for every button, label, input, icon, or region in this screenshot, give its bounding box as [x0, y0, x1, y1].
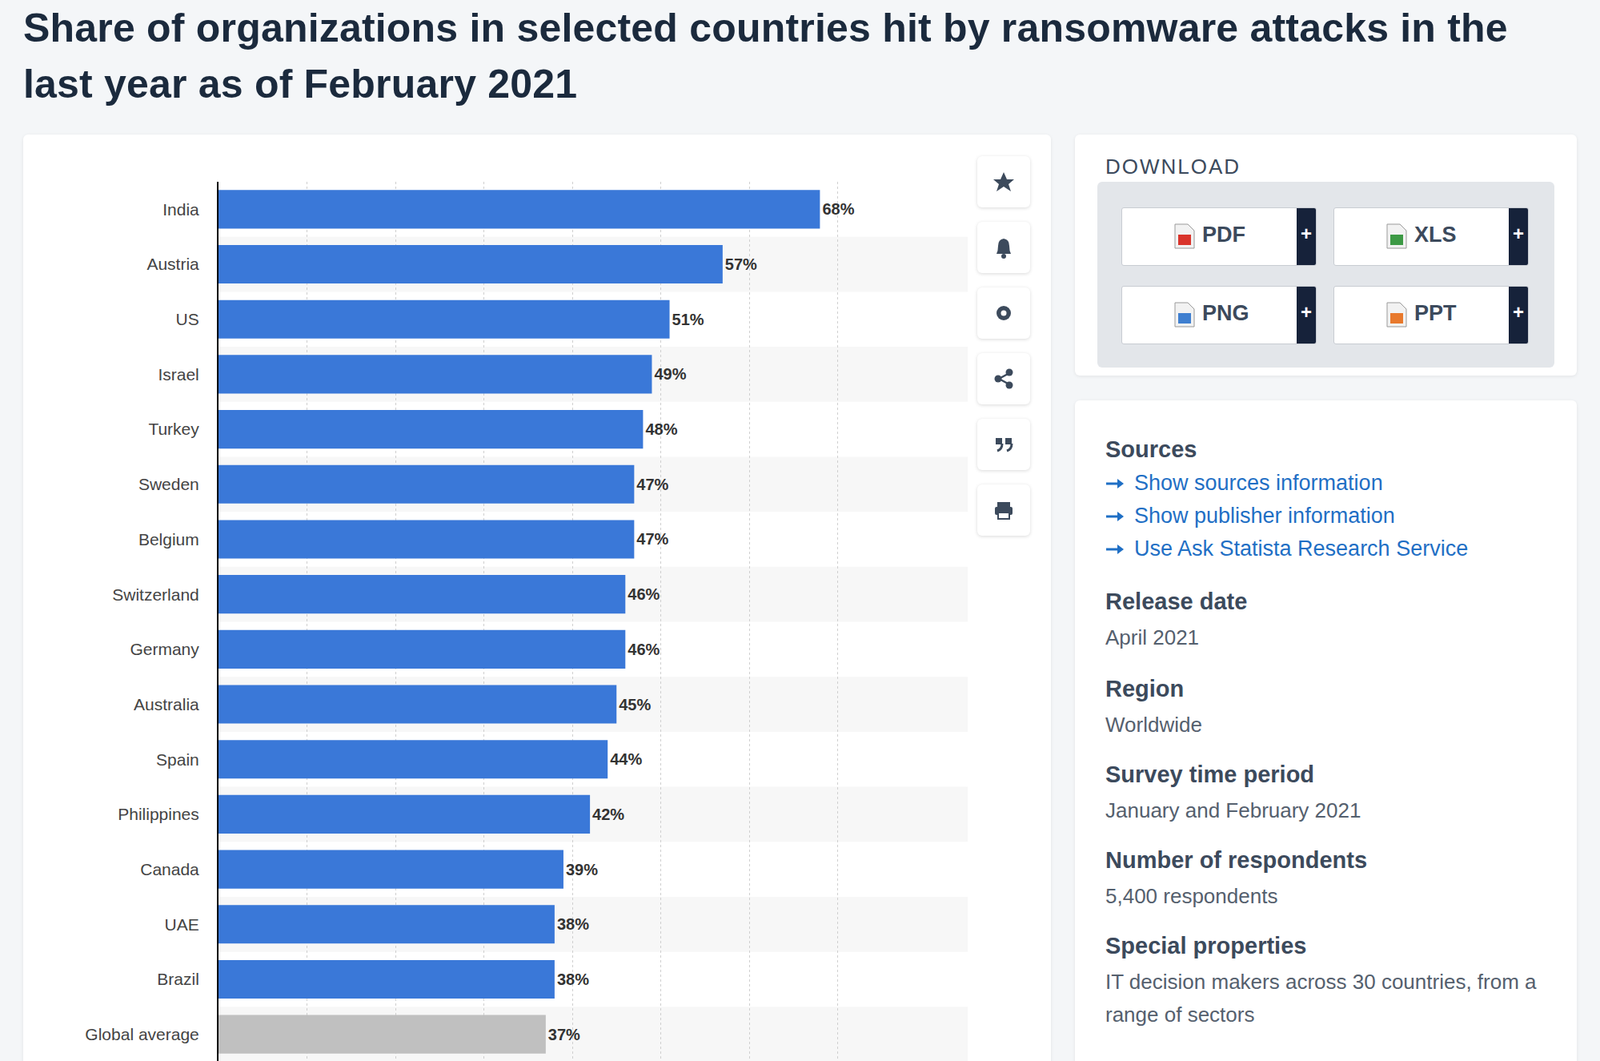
- svg-text:Australia: Australia: [133, 694, 200, 714]
- svg-text:India: India: [162, 200, 200, 219]
- svg-text:Germany: Germany: [129, 639, 200, 658]
- svg-text:46%: 46%: [627, 585, 660, 603]
- html-text:Worldwide: Worldwide: [1105, 712, 1203, 737]
- svg-text:Belgium: Belgium: [138, 529, 200, 549]
- html-text:PNG: PNG: [1202, 300, 1250, 325]
- svg-text:Canada: Canada: [140, 859, 200, 879]
- svg-text:UAE: UAE: [164, 914, 200, 934]
- html-text:XLS: XLS: [1414, 222, 1457, 247]
- svg-text:38%: 38%: [557, 970, 590, 988]
- svg-text:38%: 38%: [557, 914, 590, 933]
- svg-text:Philippines: Philippines: [117, 804, 200, 823]
- html-text:Use Ask Statista Research Serv: Use Ask Statista Research Service: [1134, 536, 1469, 561]
- svg-text:37%: 37%: [548, 1025, 581, 1043]
- html-text:January and February 2021: January and February 2021: [1105, 797, 1362, 823]
- svg-text:49%: 49%: [653, 364, 686, 383]
- svg-text:Sweden: Sweden: [138, 474, 200, 494]
- svg-text:Brazil: Brazil: [156, 969, 200, 988]
- html-text:April 2021: April 2021: [1105, 625, 1200, 650]
- svg-text:48%: 48%: [645, 420, 678, 438]
- html-text:DOWNLOAD: DOWNLOAD: [1105, 154, 1241, 179]
- html-text:Sources: Sources: [1105, 436, 1197, 462]
- html-text:Survey time period: Survey time period: [1105, 761, 1315, 787]
- svg-text:39%: 39%: [565, 860, 598, 879]
- svg-text:51%: 51%: [672, 310, 705, 329]
- svg-text:57%: 57%: [725, 255, 758, 273]
- html-text:Special properties: Special properties: [1105, 932, 1307, 959]
- svg-text:44%: 44%: [609, 749, 642, 768]
- svg-text:Turkey: Turkey: [148, 419, 200, 438]
- html-text:Region: Region: [1105, 675, 1185, 702]
- svg-text:Austria: Austria: [146, 254, 200, 273]
- svg-text:47%: 47%: [636, 529, 669, 548]
- svg-text:46%: 46%: [627, 640, 660, 658]
- html-text:5,400 respondents: 5,400 respondents: [1105, 883, 1278, 908]
- html-text:IT decision makers across 30 c: IT decision makers across 30 countries, …: [1105, 969, 1537, 1027]
- svg-text:Switzerland: Switzerland: [112, 585, 200, 604]
- svg-text:Spain: Spain: [156, 749, 200, 769]
- svg-text:42%: 42%: [592, 805, 625, 823]
- html-text:PDF: PDF: [1202, 222, 1246, 247]
- svg-text:Global average: Global average: [84, 1024, 199, 1043]
- html-text:Release date: Release date: [1105, 588, 1248, 614]
- html-text:Show sources information: Show sources information: [1134, 470, 1383, 495]
- html-text:Share of organizations in sele: Share of organizations in selected count…: [23, 5, 1508, 107]
- html-text:PPT: PPT: [1414, 300, 1457, 325]
- svg-text:47%: 47%: [636, 475, 669, 494]
- svg-text:US: US: [176, 309, 200, 329]
- html-text:Number of respondents: Number of respondents: [1105, 846, 1368, 873]
- html-text:Show publisher information: Show publisher information: [1134, 503, 1395, 528]
- svg-text:68%: 68%: [822, 200, 855, 218]
- svg-text:45%: 45%: [618, 695, 651, 714]
- svg-text:Israel: Israel: [157, 364, 199, 384]
